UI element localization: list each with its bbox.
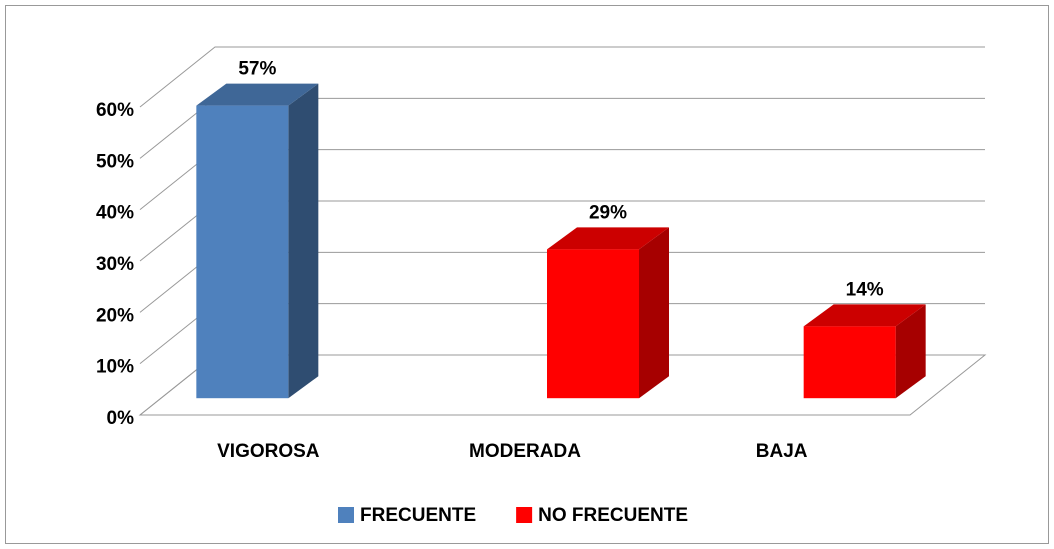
bar [547,249,639,399]
grid-line [139,46,985,108]
bar-side [895,304,926,399]
chart-frame [5,5,1049,544]
bar [803,326,896,399]
x-tick-label: BAJA [756,441,808,462]
x-tick-label: VIGOROSA [217,441,320,462]
legend-swatch [516,507,533,523]
bar-top [196,83,319,106]
bar-top [803,304,926,327]
bar [196,105,289,399]
y-tick-label: 0% [107,408,135,429]
y-tick-label: 20% [96,305,134,326]
y-tick-label: 30% [96,254,134,275]
legend-label: FRECUENTE [360,505,476,526]
bar-top [547,227,669,250]
data-label: 29% [589,202,627,223]
y-tick-label: 50% [96,151,134,172]
y-tick-label: 60% [96,100,134,121]
legend-label: NO FRECUENTE [538,505,688,526]
y-tick-label: 40% [96,203,134,224]
bar-side [288,83,319,399]
data-label: 14% [846,279,884,300]
bar-side [639,227,669,399]
y-tick-label: 10% [96,357,134,378]
data-label: 57% [238,59,276,80]
legend-swatch [338,507,354,523]
x-tick-label: MODERADA [469,441,581,462]
